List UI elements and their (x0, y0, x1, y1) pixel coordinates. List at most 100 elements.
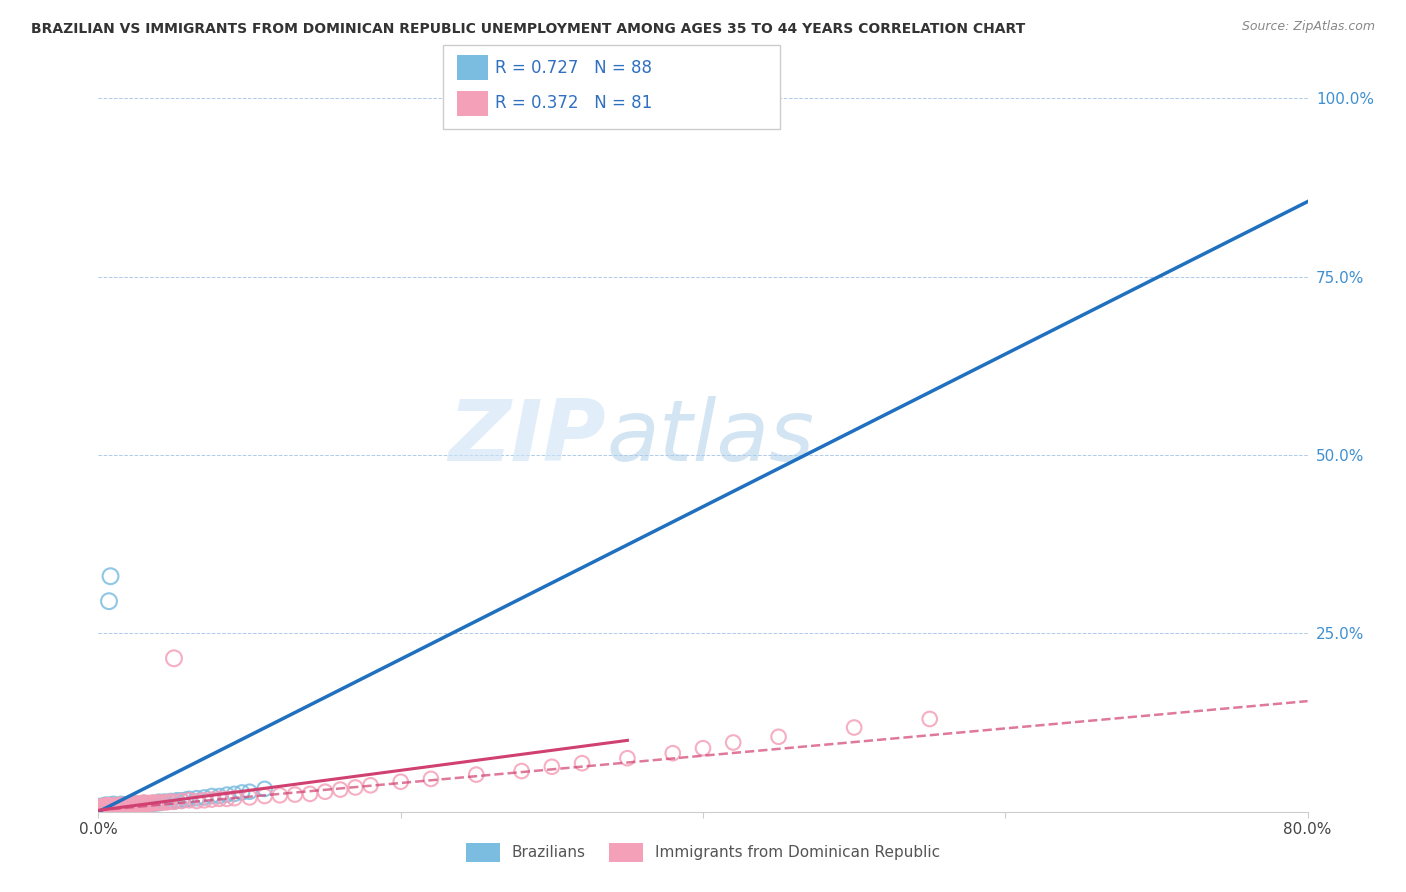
Point (89, 803, 111, 817)
Point (110, 797, 132, 811)
Point (571, 756, 593, 771)
Point (94, 799, 117, 814)
Point (344, 780, 367, 795)
Point (111, 801, 134, 815)
Point (111, 798, 134, 813)
Point (94, 802, 117, 816)
Point (193, 790, 215, 805)
Point (89, 803, 111, 817)
Point (103, 797, 125, 811)
Point (145, 796, 167, 810)
Point (101, 799, 124, 814)
Point (314, 785, 336, 799)
Point (616, 751, 638, 765)
Point (124, 798, 146, 813)
Point (159, 795, 181, 809)
Point (89, 799, 111, 814)
Legend: Brazilians, Immigrants from Dominican Republic: Brazilians, Immigrants from Dominican Re… (460, 837, 946, 868)
Point (163, 795, 186, 809)
Point (142, 796, 165, 810)
Point (91, 803, 114, 817)
Point (141, 797, 163, 811)
Point (90, 802, 112, 816)
Point (142, 796, 165, 810)
Point (111, 799, 134, 814)
Point (844, 721, 866, 735)
Point (129, 797, 152, 812)
Point (101, 802, 124, 816)
Point (150, 796, 173, 810)
Point (179, 793, 201, 807)
Point (96, 798, 118, 813)
Point (132, 796, 155, 810)
Point (110, 802, 132, 816)
Point (103, 801, 125, 815)
Point (89, 800, 111, 814)
Point (118, 799, 141, 814)
Point (98, 798, 121, 813)
Point (110, 800, 132, 814)
Point (148, 796, 170, 810)
Point (179, 792, 201, 806)
Point (224, 787, 246, 801)
Point (1379, 87, 1402, 102)
Point (114, 797, 136, 812)
Point (93, 799, 115, 814)
Point (253, 781, 276, 796)
Point (125, 796, 148, 810)
Point (87, 801, 110, 815)
Point (90, 803, 112, 817)
Point (94, 797, 117, 812)
Point (135, 797, 157, 811)
Point (150, 796, 173, 810)
Point (208, 792, 231, 806)
Point (122, 797, 145, 812)
Point (145, 796, 167, 810)
Point (90, 801, 112, 815)
Point (299, 787, 322, 801)
Point (186, 794, 208, 808)
Point (90, 799, 112, 814)
Point (107, 801, 129, 815)
Point (208, 789, 231, 803)
Point (103, 798, 125, 813)
Point (465, 767, 488, 781)
Point (360, 778, 382, 792)
Point (108, 798, 131, 813)
Point (510, 764, 533, 778)
Point (163, 795, 186, 809)
Point (107, 799, 129, 814)
Point (101, 799, 124, 814)
Point (100, 569, 122, 583)
Point (122, 799, 145, 814)
Point (98, 798, 121, 813)
Point (100, 800, 122, 814)
Point (121, 799, 143, 814)
Text: BRAZILIAN VS IMMIGRANTS FROM DOMINICAN REPUBLIC UNEMPLOYMENT AMONG AGES 35 TO 44: BRAZILIAN VS IMMIGRANTS FROM DOMINICAN R… (31, 22, 1025, 37)
Point (105, 799, 128, 814)
Point (231, 785, 253, 799)
Point (112, 800, 135, 814)
Point (87, 799, 110, 814)
Point (160, 794, 183, 808)
Point (201, 789, 224, 803)
Point (215, 792, 238, 806)
Point (91, 802, 114, 816)
Point (103, 801, 125, 815)
Point (114, 800, 136, 814)
Point (127, 798, 149, 813)
Point (96, 803, 118, 817)
Point (918, 712, 941, 726)
Point (98, 594, 121, 608)
Point (135, 797, 157, 811)
Point (152, 795, 174, 809)
Point (108, 799, 131, 814)
Point (105, 799, 128, 814)
Point (224, 791, 246, 805)
Point (98, 801, 121, 815)
Point (692, 741, 714, 756)
Point (91, 799, 114, 814)
Point (186, 791, 208, 805)
Point (201, 792, 224, 806)
Point (110, 799, 132, 814)
